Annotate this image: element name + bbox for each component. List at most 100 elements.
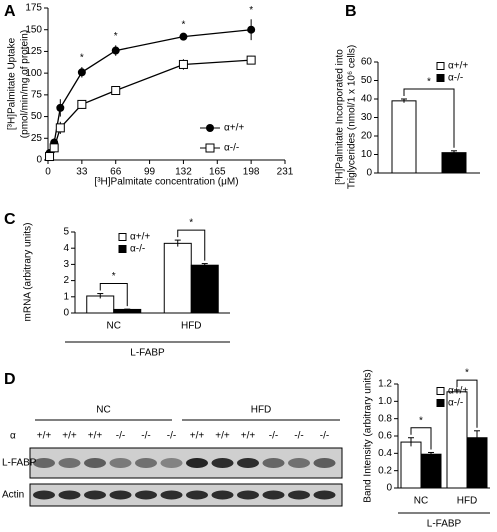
bar [466,437,488,489]
legend-label: α+/+ [448,61,468,72]
y-tick-label: 50 [31,111,43,122]
y-tick-label: 60 [361,57,373,68]
bar [113,308,142,314]
y-axis-label: [³H]Palmitate Uptake [7,37,18,130]
lane-label: +/+ [215,431,230,442]
legend-swatch [118,233,127,241]
point [179,32,188,41]
y-tick-label: 0 [366,168,372,179]
y-tick-label: 25 [31,133,43,144]
y-tick-label: 175 [25,3,42,14]
legend-label: α-/- [448,398,463,409]
band [84,458,106,468]
y-axis-label: Triglycerides (nmol/1 x 10⁶ cells) [347,45,358,189]
bar [190,264,219,314]
significance-bracket [403,88,455,148]
y-axis-label: [³H]Palmitate Incorporated into [335,49,346,185]
significance-bracket [177,229,206,261]
x-tick-label: 165 [209,167,226,178]
y-axis-label: Band Intensity (arbitrary units) [363,369,374,502]
legend-swatch [436,387,445,395]
point [77,99,87,109]
bar [420,453,442,489]
lane-label: -/- [320,431,329,442]
group-label: L-FABP [130,348,165,359]
y-tick-label: 3 [63,259,69,270]
y-tick-label: 100 [25,68,42,79]
x-tick-label: HFD [181,321,202,332]
y-tick-label: 0.4 [378,448,392,459]
y-tick-label: 0.8 [378,413,392,424]
band [186,458,208,468]
y-tick-label: 5 [63,227,69,238]
x-tick-label: HFD [457,496,478,507]
significance-star: * [189,218,193,229]
band [135,490,157,500]
significance-star: * [181,20,185,31]
band [211,458,234,468]
lane-label: -/- [141,431,150,442]
group-label: NC [96,405,110,416]
band [135,458,157,468]
panel-letter: A [4,3,16,20]
band [237,458,259,468]
band [33,490,55,500]
y-tick-label: 0 [63,308,69,319]
legend-label: α+/+ [448,386,468,397]
y-tick-label: 150 [25,24,42,35]
y-tick-label: 75 [31,89,43,100]
y-tick-label: 30 [361,112,373,123]
y-tick-label: 1.0 [378,396,392,407]
band [33,458,55,468]
significance-bracket [410,427,432,450]
point [49,143,59,153]
legend-marker [205,143,215,153]
band [84,490,106,500]
lane-label: +/+ [190,431,205,442]
bar [391,100,417,174]
point [111,86,121,96]
y-tick-label: 50 [361,75,373,86]
band [160,458,183,468]
group-label: HFD [251,405,272,416]
lane-label: -/- [167,431,176,442]
significance-bracket [99,283,128,307]
x-tick-label: NC [107,321,121,332]
band [211,490,234,500]
significance-bracket [456,379,478,428]
point [55,123,65,133]
y-tick-label: 40 [361,94,373,105]
series-line [48,29,252,154]
x-tick-label: NC [414,496,428,507]
y-tick-label: 0 [36,155,42,166]
point [45,152,55,162]
y-tick-label: 0 [386,483,392,494]
band [186,490,208,500]
bar [441,152,467,174]
legend-swatch [118,245,127,253]
y-axis-label: (pmol/min/mg of protein) [20,30,31,138]
lane-label: +/+ [241,431,256,442]
x-tick-label: 132 [175,167,192,178]
lane-label: -/- [116,431,125,442]
panel-letter: B [345,3,357,20]
band [313,458,336,468]
point [56,103,65,112]
legend-label: α+/+ [130,232,150,243]
y-tick-label: 125 [25,46,42,57]
band [58,490,81,500]
legend-swatch [436,62,445,70]
point [246,55,256,65]
band [262,490,285,500]
significance-star: * [249,5,253,16]
x-tick-label: 231 [277,167,294,178]
y-tick-label: 1.2 [378,379,392,390]
bar [400,441,422,489]
band [288,490,310,500]
point [77,68,86,77]
row-label: L-FABP [2,458,37,469]
significance-star: * [80,53,84,64]
y-tick-label: 1 [63,291,69,302]
y-tick-label: 20 [361,131,373,142]
